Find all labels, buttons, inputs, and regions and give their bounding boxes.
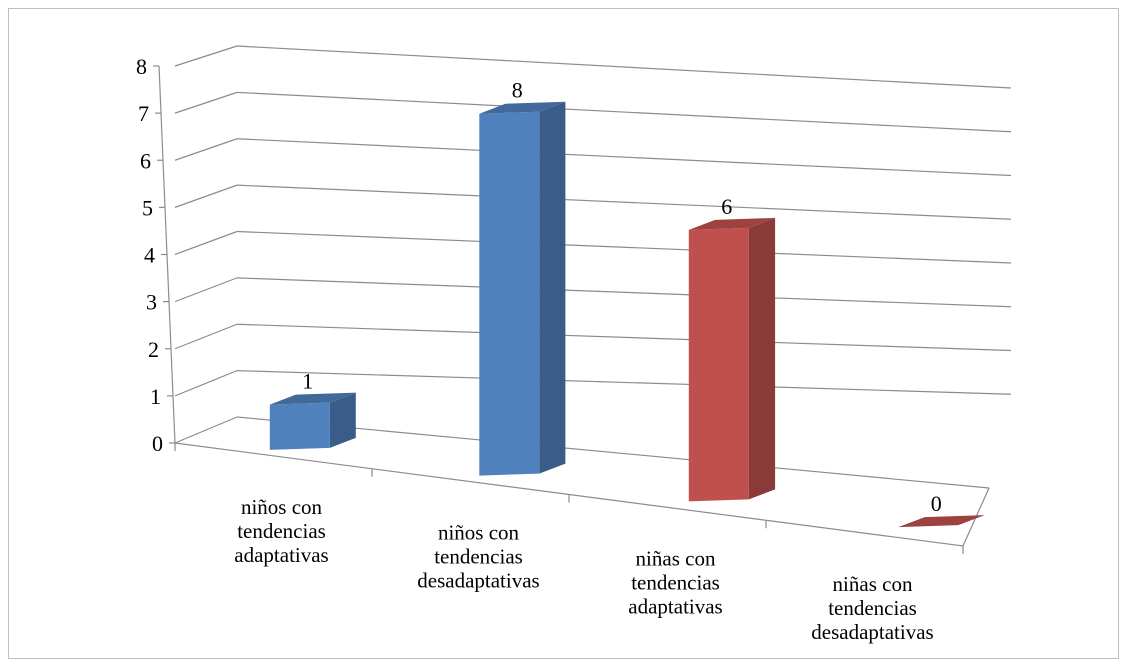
x-category-label: niñas con tendencias adaptativas bbox=[628, 546, 722, 618]
x-category-label-line: tendencias bbox=[237, 519, 326, 543]
axes bbox=[158, 65, 990, 554]
bars bbox=[269, 101, 985, 528]
gridline-back bbox=[236, 277, 1012, 308]
bar-side bbox=[748, 217, 776, 500]
x-category-label-line: tendencias bbox=[434, 545, 523, 569]
y-tick-label: 0 bbox=[152, 431, 163, 456]
x-category-label-line: niños con bbox=[438, 521, 520, 545]
gridline-back bbox=[236, 323, 1012, 352]
bar-top bbox=[479, 101, 566, 114]
x-category-label-line: tendencias bbox=[828, 596, 917, 620]
gridline-back bbox=[236, 184, 1012, 220]
y-tick-label: 3 bbox=[146, 290, 157, 315]
bar bbox=[479, 101, 566, 476]
x-category-label-line: desadaptativas bbox=[417, 569, 539, 593]
x-category-label: niños con tendencias adaptativas bbox=[234, 495, 328, 567]
gridline-back bbox=[236, 370, 1012, 395]
data-label: 8 bbox=[512, 78, 523, 103]
y-axis-ticks: 0 1 2 3 4 5 6 7 8 bbox=[136, 54, 175, 456]
bar-side bbox=[329, 392, 356, 448]
gridline-back bbox=[236, 230, 1012, 264]
data-label: 0 bbox=[931, 491, 942, 516]
y-tick-label: 2 bbox=[148, 337, 159, 362]
y-tick-label: 6 bbox=[140, 148, 151, 173]
gridline-back bbox=[236, 45, 1012, 89]
x-category-label-line: niños con bbox=[241, 495, 323, 519]
gridline-back bbox=[236, 138, 1012, 177]
y-tick-label: 7 bbox=[138, 101, 149, 126]
gridline-side bbox=[174, 277, 238, 303]
bar-front bbox=[688, 227, 749, 502]
bar bbox=[688, 217, 776, 502]
gridline-side bbox=[174, 230, 238, 256]
gridline-side bbox=[174, 91, 238, 114]
x-category-label-line: niñas con bbox=[833, 572, 913, 596]
gridline-side bbox=[174, 138, 238, 161]
x-category-label-line: adaptativas bbox=[628, 594, 722, 618]
gridline-side bbox=[174, 370, 238, 397]
data-label: 6 bbox=[721, 194, 732, 219]
y-tick-label: 1 bbox=[150, 384, 161, 409]
bar-front bbox=[479, 111, 540, 476]
x-category-label-line: tendencias bbox=[631, 570, 720, 594]
y-tick-label: 8 bbox=[136, 54, 147, 79]
gridline-side bbox=[174, 45, 238, 67]
gridlines bbox=[174, 45, 1012, 444]
gridline-back bbox=[236, 91, 1012, 133]
gridline-side bbox=[174, 416, 238, 444]
x-category-label: niñas con tendencias desadaptativas bbox=[811, 572, 933, 644]
gridline-side bbox=[174, 323, 238, 350]
floor-back-edge bbox=[236, 416, 990, 489]
bar-top bbox=[269, 392, 356, 405]
y-tick-label: 5 bbox=[142, 195, 153, 220]
data-label: 1 bbox=[302, 369, 313, 394]
bar-top bbox=[898, 515, 985, 528]
gridline-side bbox=[174, 184, 238, 208]
x-category-label-line: niñas con bbox=[636, 546, 716, 570]
bar-side bbox=[539, 101, 566, 474]
x-category-label-line: desadaptativas bbox=[811, 620, 933, 644]
y-tick-label: 4 bbox=[144, 243, 155, 268]
x-category-label-line: adaptativas bbox=[234, 543, 328, 567]
bar-top bbox=[688, 217, 776, 230]
x-category-label: niños con tendencias desadaptativas bbox=[417, 521, 539, 593]
bar bbox=[898, 515, 985, 528]
bar-front bbox=[269, 402, 330, 450]
bar bbox=[269, 392, 356, 450]
